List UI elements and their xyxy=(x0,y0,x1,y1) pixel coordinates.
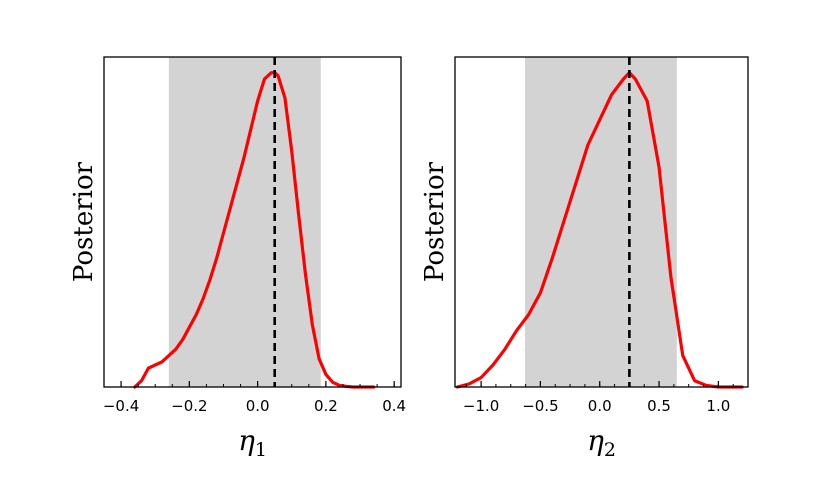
x-tick-label: −1.0 xyxy=(463,397,499,415)
x-axis-label: η2 xyxy=(587,424,616,461)
axes-frame xyxy=(454,56,749,388)
x-tick-label: 0.4 xyxy=(382,397,406,415)
posterior-curve xyxy=(133,71,376,389)
x-axis-label-subscript: 1 xyxy=(255,439,267,461)
x-tick-label: −0.2 xyxy=(171,397,207,415)
posterior-curve xyxy=(455,71,744,389)
panel-eta1: −0.4 −0.2 0.0 0.2 0.4 Posterior η1 xyxy=(69,56,406,461)
x-tick-label: 0.2 xyxy=(314,397,338,415)
x-tick-label: 0.5 xyxy=(647,397,671,415)
x-tick-label: −0.5 xyxy=(522,397,558,415)
x-axis-label: η1 xyxy=(238,424,267,461)
x-tick-label: 1.0 xyxy=(706,397,730,415)
x-axis-label-symbol: η xyxy=(238,424,255,457)
x-tick-label: 0.0 xyxy=(588,397,612,415)
x-axis-label-subscript: 2 xyxy=(604,439,616,461)
y-axis-label: Posterior xyxy=(69,161,99,282)
x-axis-label-symbol: η xyxy=(587,424,604,457)
credible-interval-band xyxy=(524,57,677,387)
x-tick-label: 0.0 xyxy=(246,397,270,415)
axes-frame xyxy=(103,56,402,388)
x-tick-label: −0.4 xyxy=(103,397,139,415)
panel-eta2: −1.0 −0.5 0.0 0.5 1.0 Posterior η2 xyxy=(420,56,749,461)
credible-interval-band xyxy=(168,57,321,387)
y-axis-label: Posterior xyxy=(420,161,450,282)
